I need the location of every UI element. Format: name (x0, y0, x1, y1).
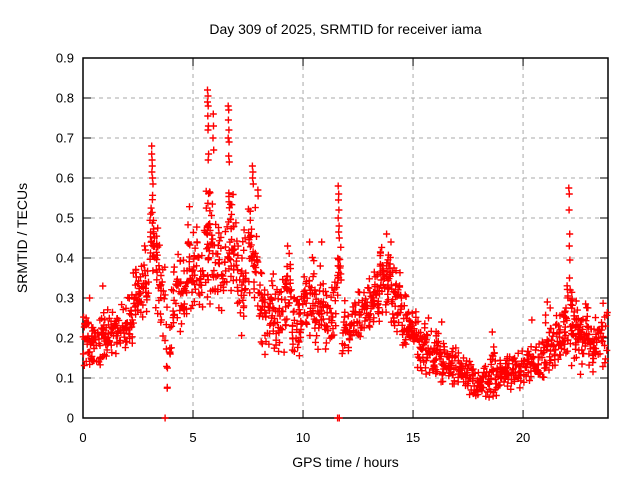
y-tick-label: 0 (67, 411, 74, 426)
y-tick-label: 0.1 (56, 371, 74, 386)
y-tick-label: 0.3 (56, 291, 74, 306)
y-tick-label: 0.8 (56, 91, 74, 106)
y-tick-label: 0.4 (56, 251, 74, 266)
y-tick-label: 0.5 (56, 211, 74, 226)
scatter-points (79, 86, 611, 422)
y-tick-labels: 0 0.1 0.2 0.3 0.4 0.5 0.6 0.7 0.8 0.9 (56, 51, 74, 426)
y-tick-label: 0.9 (56, 51, 74, 66)
y-axis-label: SRMTID / TECUs (14, 182, 30, 294)
x-axis-label: GPS time / hours (292, 454, 399, 470)
x-tick-label: 20 (516, 430, 530, 445)
x-tick-label: 15 (406, 430, 420, 445)
chart-title: Day 309 of 2025, SRMTID for receiver iam… (209, 21, 482, 37)
y-tick-label: 0.7 (56, 131, 74, 146)
x-tick-label: 10 (296, 430, 310, 445)
x-tick-labels: 0 5 10 15 20 (79, 430, 530, 445)
x-tick-label: 0 (79, 430, 86, 445)
y-tick-label: 0.2 (56, 331, 74, 346)
x-tick-label: 5 (189, 430, 196, 445)
y-tick-label: 0.6 (56, 171, 74, 186)
plot-border (82, 57, 609, 419)
